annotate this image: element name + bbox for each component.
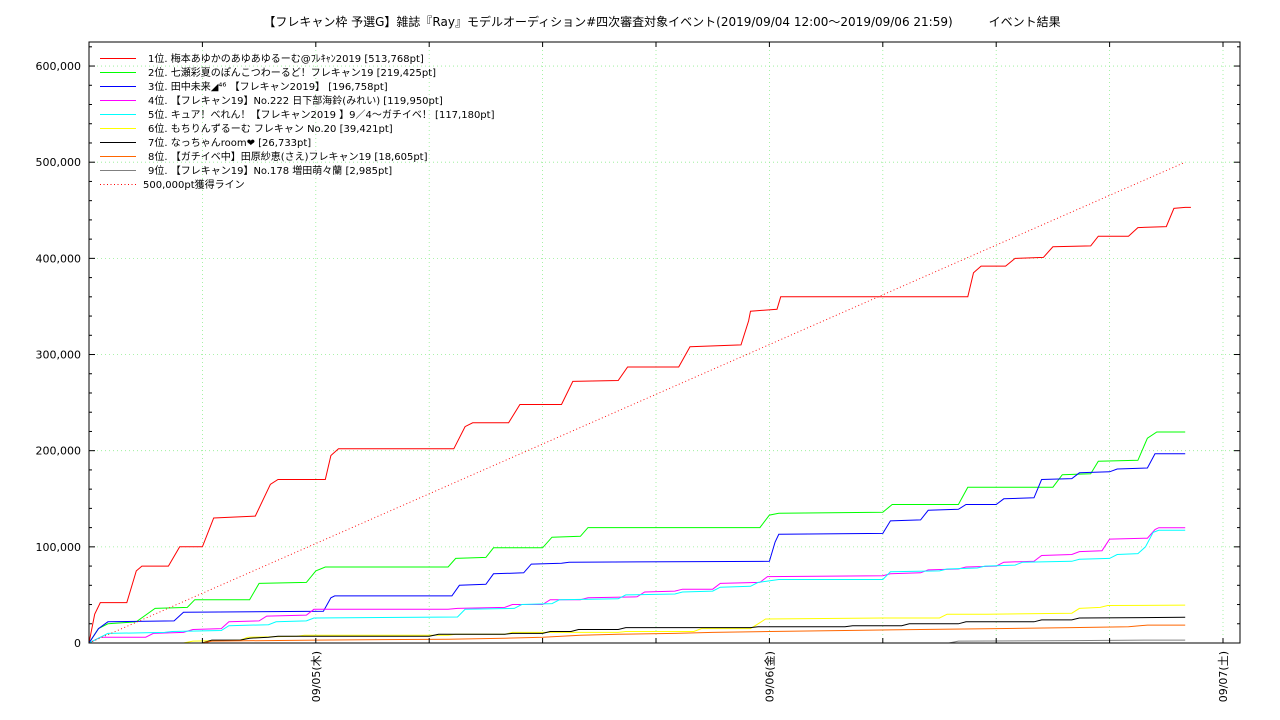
legend-entry: 6位. もちりんずるーむ フレキャン No.20 [39,421pt] <box>148 122 393 135</box>
y-tick-label: 0 <box>74 637 81 650</box>
legend-entry: 4位. 【フレキャン19】No.222 日下部海鈴(みれい) [119,950p… <box>148 94 443 107</box>
series-line-3 <box>88 453 1186 644</box>
series-lines <box>88 161 1191 644</box>
legend-entry: 3位. 田中未来◢⁴⁶ 【フレキャン2019】 [196,758pt] <box>148 80 388 93</box>
legend-entry: 8位. 【ガチイベ中】田原紗恵(さえ)フレキャン19 [18,605pt] <box>148 150 428 163</box>
legend-entry: 1位. 梅本あゆかのあゆあゆるーむ@ﾌﾚｷｬﾝ2019 [513,768pt] <box>148 52 424 65</box>
y-tick-label: 300,000 <box>36 349 82 362</box>
legend-entry: 500,000pt獲得ライン <box>143 178 245 191</box>
legend: 1位. 梅本あゆかのあゆあゆるーむ@ﾌﾚｷｬﾝ2019 [513,768pt]2… <box>100 52 495 191</box>
x-tick-label: 09/07(土) <box>1217 651 1230 702</box>
legend-entry: 7位. なっちゃんroom❤ [26,733pt] <box>148 136 311 149</box>
legend-entry: 2位. 七瀬彩夏のぽんこつわーるど！フレキャン19 [219,425pt] <box>148 66 436 79</box>
series-line-1 <box>88 206 1191 644</box>
x-tick-label: 09/06(金) <box>762 651 776 702</box>
y-tick-label: 200,000 <box>36 445 82 458</box>
plot-frame <box>88 41 1241 644</box>
y-tick-label: 600,000 <box>36 60 82 73</box>
axes: 0 100,000 200,000 300,000 400,000 500,000 600,… <box>36 42 1240 702</box>
chart-title: 【フレキャン枠 予選G】雑誌『Ray』モデルオーディション#四次審査対象イベント… <box>263 14 1060 29</box>
series-line-7 <box>89 616 1186 644</box>
series-line-5 <box>88 529 1186 644</box>
series-line-10 <box>88 161 1186 644</box>
series-line-2 <box>88 431 1186 644</box>
legend-entry: 5位. キュア！べれん！【フレキャン2019 】9／4〜ガチイベ！ [117,1… <box>148 108 495 121</box>
x-tick-label: 09/05(木) <box>310 651 323 702</box>
y-tick-label: 500,000 <box>36 156 82 169</box>
y-tick-label: 400,000 <box>36 252 82 265</box>
series-line-6 <box>89 604 1186 644</box>
grid <box>89 42 1240 643</box>
series-line-4 <box>88 527 1186 644</box>
legend-entry: 9位. 【フレキャン19】No.178 増田萌々蘭 [2,985pt] <box>148 164 392 177</box>
y-tick-label: 100,000 <box>36 541 82 554</box>
